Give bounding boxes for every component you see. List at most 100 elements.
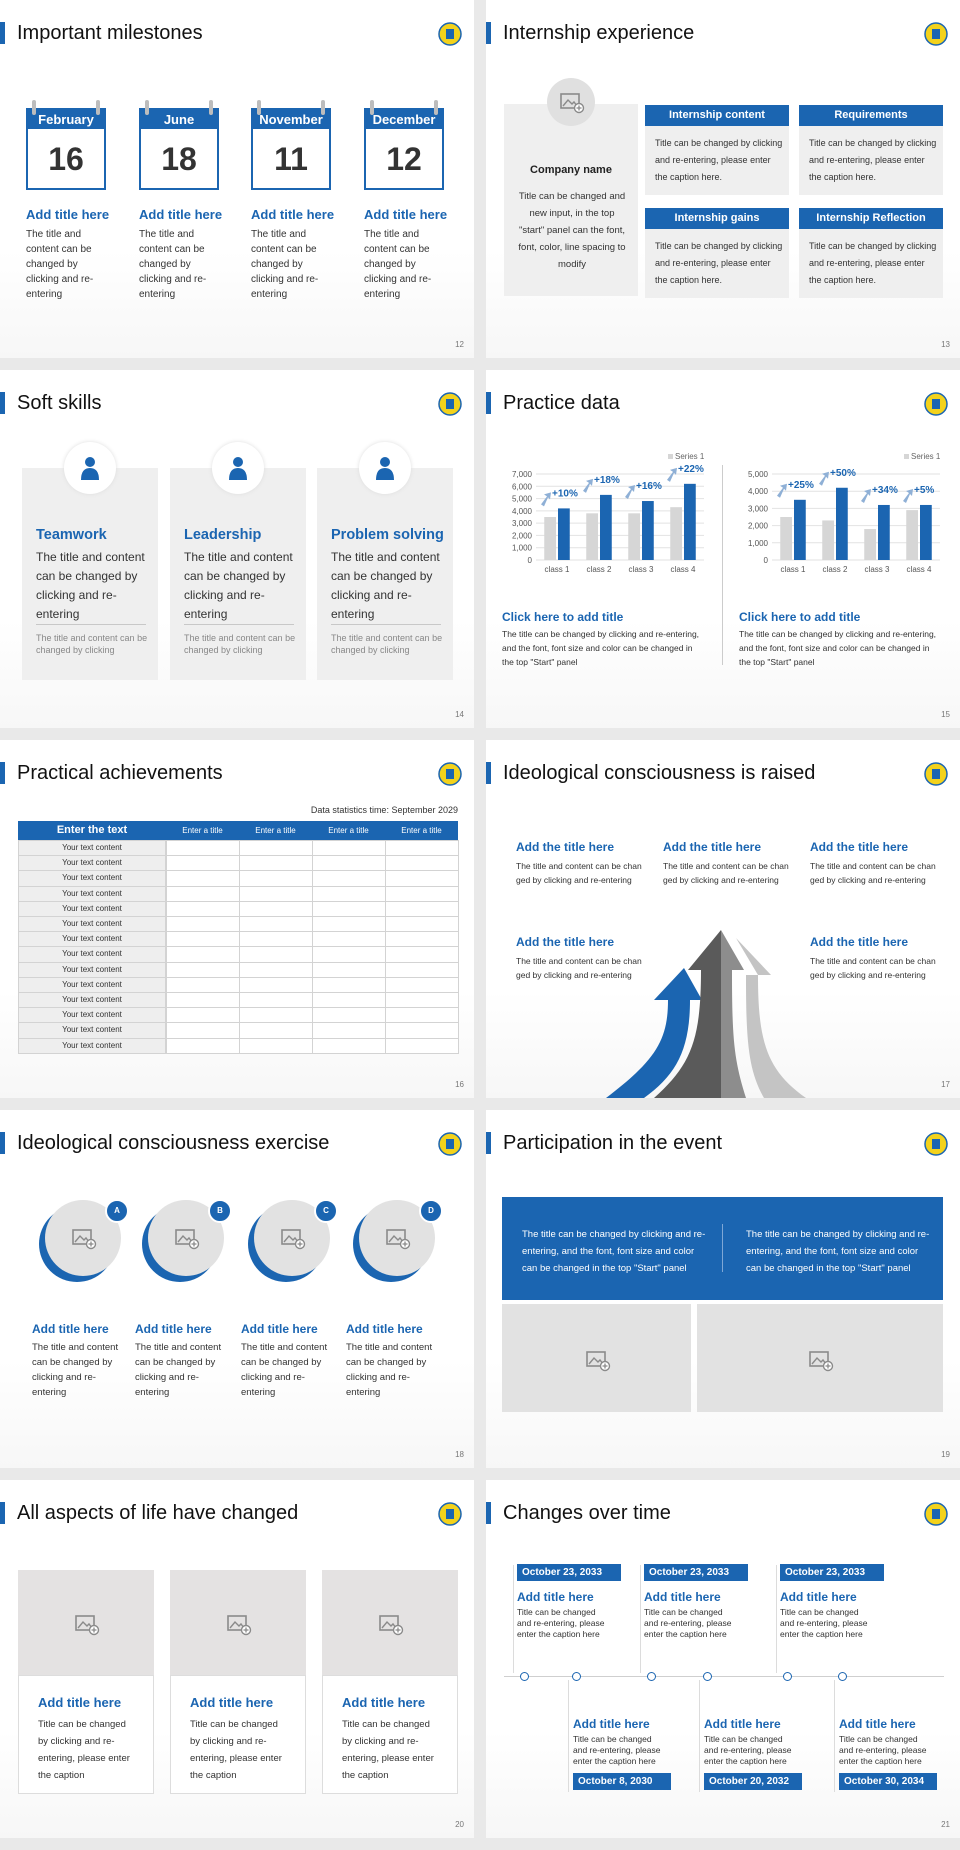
logo xyxy=(924,1502,948,1526)
date-box: October 23, 2033 xyxy=(517,1564,621,1581)
growth-label: +25% xyxy=(788,480,814,491)
icon-frame xyxy=(386,1229,406,1245)
icon-plus xyxy=(91,1627,97,1633)
image-placeholder-icon xyxy=(175,1229,200,1250)
calendar-ring xyxy=(209,100,213,115)
x-tick-label: class 4 xyxy=(907,565,932,574)
y-tick-label: 4,000 xyxy=(512,507,533,516)
legend-label: Series 1 xyxy=(911,452,941,461)
skill-title: Leadership xyxy=(184,527,262,543)
banner-text: The title can be changed by clicking and… xyxy=(522,1229,706,1274)
milestone-text: The title and content can be changed by … xyxy=(251,229,319,300)
table-cell xyxy=(312,840,386,857)
item-title: Add the title here xyxy=(810,935,909,949)
item-text: The title and content can be changed by … xyxy=(32,1342,119,1398)
image-placeholder-icon xyxy=(281,1229,306,1250)
table-row-label: Your text content xyxy=(18,900,166,917)
date-box: October 20, 2032 xyxy=(704,1773,802,1790)
table-row-label: Your text content xyxy=(18,946,166,963)
photo-placeholder xyxy=(170,1570,306,1675)
calendar-ring xyxy=(370,100,374,115)
table-row-label: Your text content xyxy=(18,992,166,1009)
growth-arrow xyxy=(777,483,787,498)
icon-frame xyxy=(227,1615,247,1631)
badge: B xyxy=(208,1199,232,1223)
slide: All aspects of life have changed 20 Add ti… xyxy=(0,1480,474,1838)
milestone-text: The title and content can be changed by … xyxy=(139,229,207,300)
y-tick-label: 1,000 xyxy=(748,539,769,548)
growth-label: +10% xyxy=(552,488,578,499)
table-cell xyxy=(385,840,459,857)
item-text: The title and content can be changed by … xyxy=(663,861,789,885)
slide: Changes over time 21 October 23, 2033 Add t… xyxy=(486,1480,960,1838)
table-cell xyxy=(385,961,459,978)
slide: Important milestones 12 February 16 Add titl… xyxy=(0,0,474,358)
skill-divider xyxy=(331,624,441,625)
panel-divider xyxy=(722,465,723,665)
icon-frame xyxy=(281,1229,301,1245)
circle-photo xyxy=(45,1200,121,1276)
table-cell xyxy=(166,885,240,902)
icon-plus xyxy=(297,1241,303,1247)
icon-mountain xyxy=(562,98,578,107)
milestone-text: The title and content can be changed by … xyxy=(364,229,432,300)
logo xyxy=(924,392,948,416)
arrow-strip xyxy=(654,930,721,1098)
table-cell xyxy=(166,961,240,978)
skill-text: The title and content can be changed by … xyxy=(331,550,440,621)
logo-core xyxy=(446,1139,454,1149)
page-number: 15 xyxy=(941,710,950,719)
logo-core xyxy=(932,1139,940,1149)
info-box-text: Title can be changed by clicking and re-… xyxy=(809,241,937,285)
bar xyxy=(780,517,792,560)
title-accent xyxy=(0,1502,5,1524)
card-title: Add title here xyxy=(342,1695,426,1710)
table-cell xyxy=(385,946,459,963)
item-title: Add title here xyxy=(32,1322,109,1336)
bar-chart: 0 1,000 2,000 3,000 4,000 5,000 6,000 7,000 Seri… xyxy=(512,452,705,574)
banner-divider xyxy=(722,1224,723,1272)
table-header-cell: Enter a title xyxy=(312,821,385,840)
table-row-label: Your text content xyxy=(18,916,166,933)
image-placeholder-icon xyxy=(72,1229,97,1250)
icon-plus xyxy=(576,105,582,111)
table-cell xyxy=(166,840,240,857)
y-tick-label: 0 xyxy=(528,556,533,565)
slide-title: Important milestones xyxy=(17,22,203,44)
growth-arrow xyxy=(903,488,913,503)
skill-card xyxy=(317,468,453,680)
y-tick-label: 6,000 xyxy=(512,482,533,491)
y-tick-label: 4,000 xyxy=(748,487,769,496)
table-cell xyxy=(166,870,240,887)
icon-frame xyxy=(72,1229,92,1245)
date-box: October 8, 2030 xyxy=(573,1773,671,1790)
growth-arrow xyxy=(541,492,551,507)
slide: Ideological consciousness exercise 18 A Add… xyxy=(0,1110,474,1468)
banner-text: The title can be changed by clicking and… xyxy=(746,1229,930,1274)
icon-frame xyxy=(379,1615,399,1631)
table-note: Data statistics time: September 2029 xyxy=(310,805,458,815)
card-text: Title can be changed by clicking and re-… xyxy=(342,1719,434,1781)
logo-core xyxy=(446,29,454,39)
table-cell xyxy=(239,855,313,872)
bar xyxy=(670,507,682,560)
table-cell xyxy=(239,976,313,993)
milestone-text: The title and content can be changed by … xyxy=(26,229,94,300)
page-number: 12 xyxy=(455,340,464,349)
table-header-cell: Enter a title xyxy=(385,821,458,840)
image-placeholder-icon xyxy=(75,1615,100,1636)
logo-core xyxy=(932,29,940,39)
table-row-label: Your text content xyxy=(18,931,166,948)
company-icon-circle xyxy=(547,78,595,126)
icon-plus xyxy=(402,1241,408,1247)
table-cell xyxy=(312,961,386,978)
slide-title: Ideological consciousness exercise xyxy=(17,1132,330,1154)
icon-mountain xyxy=(587,1356,604,1365)
timeline-connector xyxy=(568,1680,569,1792)
icon-head xyxy=(233,457,243,467)
icon-frame xyxy=(809,1351,829,1367)
growth-label: +34% xyxy=(872,485,898,496)
timeline-node xyxy=(838,1672,847,1681)
bar xyxy=(544,517,556,560)
y-tick-label: 2,000 xyxy=(512,531,533,540)
